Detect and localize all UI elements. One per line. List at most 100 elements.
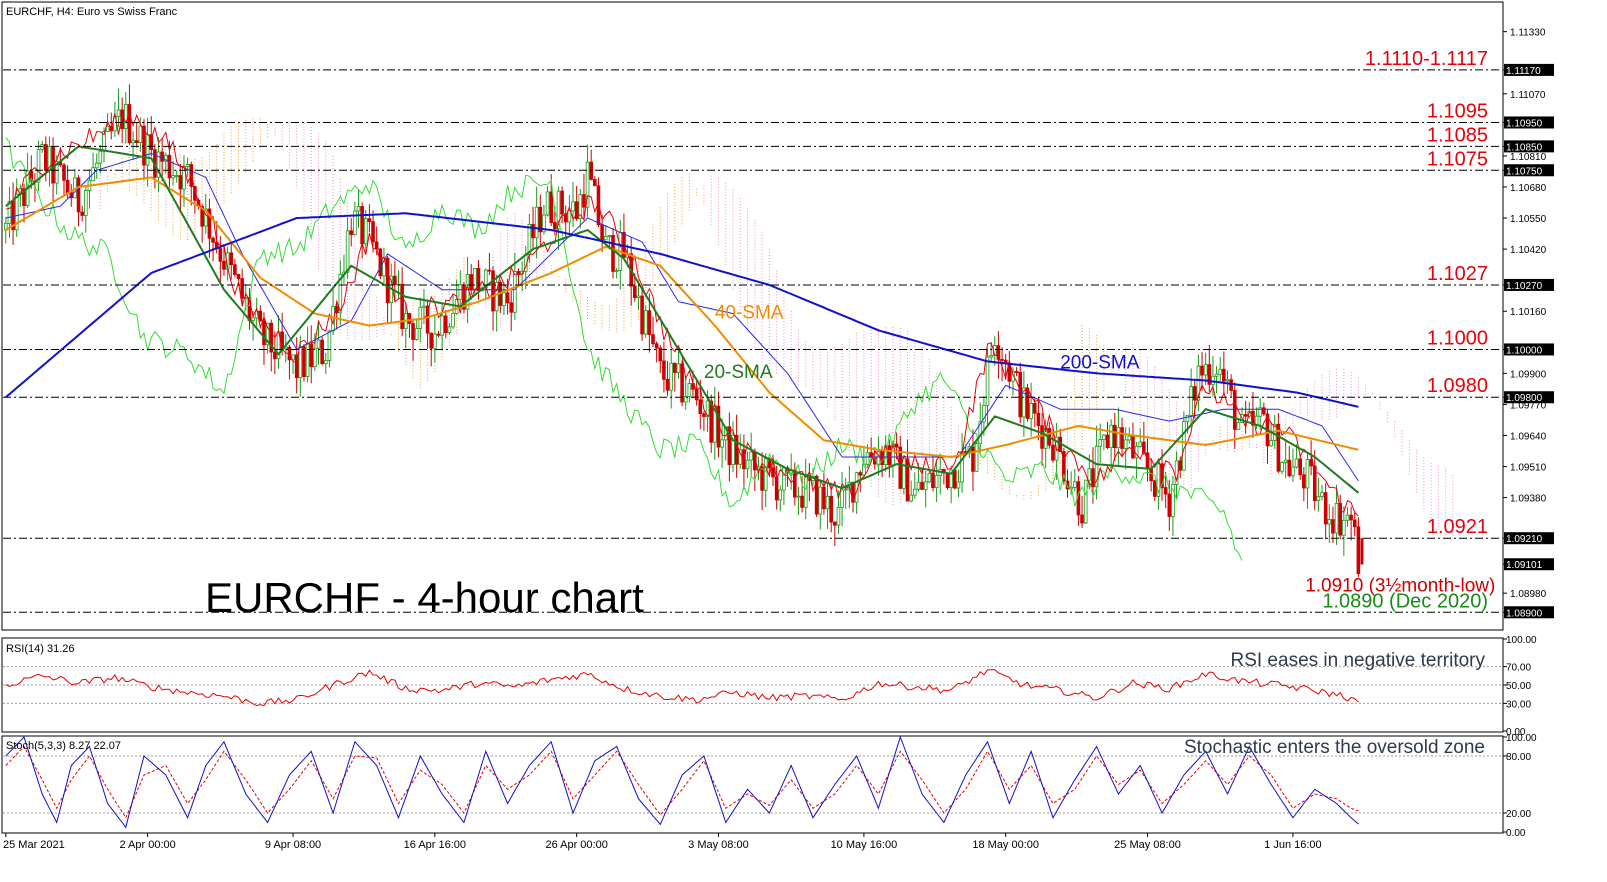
candle-body: [138, 125, 143, 143]
y-tick-label: 1.08980: [1510, 589, 1547, 600]
candle-body: [1331, 519, 1335, 534]
level-label: 1.1085: [1427, 124, 1488, 146]
candle-body: [567, 210, 572, 223]
y-tick-label: 1.11070: [1510, 90, 1546, 101]
candle-body: [800, 495, 804, 508]
candle-body: [84, 190, 88, 216]
candle-body: [1112, 424, 1117, 449]
candle-body: [505, 292, 510, 304]
candle-body: [440, 315, 444, 336]
candle-body: [1229, 379, 1233, 391]
candle-body: [814, 475, 819, 515]
candle-body: [1072, 481, 1077, 488]
candle-body: [825, 495, 830, 510]
candle-body: [378, 248, 383, 277]
candle-body: [1102, 434, 1106, 440]
candle-body: [578, 194, 583, 220]
price-tag-box: [1504, 116, 1554, 129]
rsi-plot: [3, 666, 1502, 707]
x-tick-label: 3 May 08:00: [688, 839, 749, 851]
candle-body: [1018, 371, 1023, 418]
candle-body: [822, 486, 826, 510]
candle-body: [487, 269, 492, 272]
candle-body: [105, 126, 110, 133]
candle-body: [651, 334, 655, 345]
candle-body: [633, 285, 637, 299]
candle-body: [54, 161, 59, 184]
candle-body: [931, 473, 935, 489]
candle-body: [836, 506, 841, 526]
candle-body: [491, 270, 495, 312]
candle-body: [236, 274, 241, 280]
candle-body: [51, 146, 55, 184]
candle-body: [385, 257, 390, 304]
candle-body: [534, 206, 539, 239]
candle-body: [971, 446, 975, 472]
candle-body: [1345, 514, 1350, 521]
candle-body: [494, 281, 499, 312]
candle-body: [1214, 373, 1219, 377]
candle-body: [1225, 379, 1230, 382]
line-20-sma: [5, 145, 1360, 494]
y-tick-label: 1.10680: [1510, 183, 1547, 194]
candle-body: [1171, 484, 1175, 517]
candle-body: [760, 466, 764, 491]
candle-body: [974, 443, 979, 472]
candle-body: [902, 458, 906, 489]
candle-body: [745, 459, 750, 470]
candle-body: [1182, 421, 1186, 471]
candle-body: [353, 210, 357, 235]
candle-body: [1105, 434, 1110, 449]
candle-body: [582, 194, 586, 208]
candle-body: [443, 315, 448, 334]
candle-body: [422, 305, 426, 308]
candle-body: [262, 320, 266, 346]
stoch-tick-label: 80.00: [1506, 752, 1531, 763]
level-label: 1.1075: [1427, 148, 1488, 170]
candle-body: [549, 191, 554, 223]
candle-body: [894, 443, 899, 448]
candle-body: [1312, 465, 1317, 502]
candle-body: [1236, 422, 1241, 430]
y-tick-label: 1.09380: [1510, 494, 1547, 505]
chart-title: EURCHF - 4-hour chart: [205, 574, 644, 621]
candle-body: [1152, 480, 1157, 497]
candle-body: [1145, 452, 1150, 470]
candle-body: [658, 347, 663, 362]
symbol-info: EURCHF, H4: Euro vs Swiss Franc: [6, 6, 178, 18]
candle-body: [76, 177, 81, 213]
candle-body: [313, 347, 317, 368]
annotation-label: 20-SMA: [704, 362, 773, 383]
candle-body: [1316, 496, 1321, 502]
rsi-tick-label: 100.00: [1506, 635, 1537, 646]
rsi-tick-label: 0.00: [1506, 727, 1526, 738]
candle-body: [589, 161, 594, 180]
candle-body: [1207, 364, 1212, 385]
candle-body: [1218, 368, 1223, 375]
candle-body: [142, 125, 146, 166]
x-axis: 25 Mar 2021 2 Apr 00:00 9 Apr 08:00 16 Apr …: [2, 832, 1503, 851]
candle-body: [203, 208, 208, 227]
candle-body: [636, 295, 641, 299]
line-kijun: [5, 152, 1359, 482]
candle-body: [960, 451, 964, 483]
candlesticks: [4, 84, 1364, 578]
candle-body: [1287, 459, 1292, 477]
indicator-lines: [5, 111, 1360, 561]
candle-body: [269, 322, 274, 353]
candle-body: [127, 104, 132, 144]
candle-body: [531, 224, 535, 239]
candle-body: [218, 248, 223, 262]
main-y-axis: 1.11330 1.11170 1.11070 1.10950 1.108501.108…: [1503, 28, 1554, 619]
candle-body: [996, 345, 1001, 360]
candle-body: [683, 396, 688, 403]
candle-body: [956, 481, 961, 489]
stoch-tick-label: 100.00: [1506, 733, 1537, 744]
candle-body: [1320, 492, 1324, 497]
candle-body: [211, 237, 215, 243]
candle-body: [414, 328, 419, 340]
candle-body: [1014, 371, 1019, 373]
candle-body: [207, 208, 212, 239]
